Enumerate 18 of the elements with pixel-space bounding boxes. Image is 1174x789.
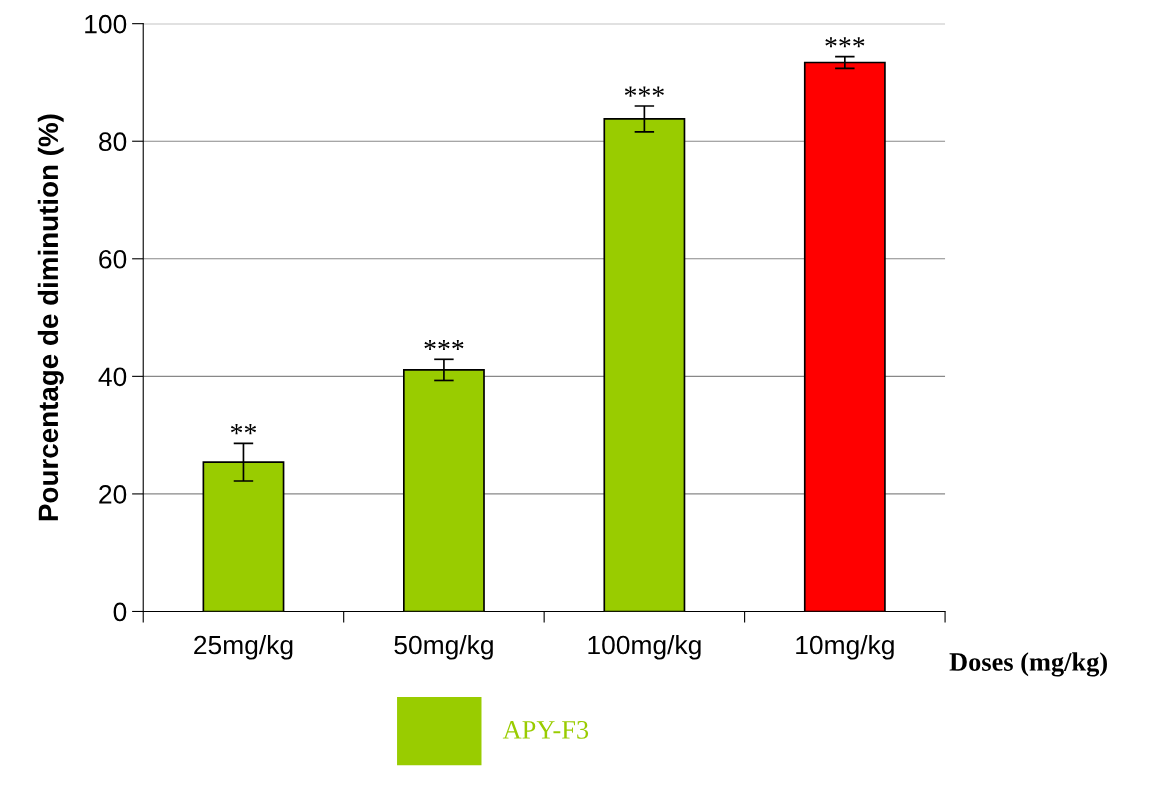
y-tick-label: 60 [99, 249, 127, 269]
annotation: *** [424, 339, 464, 351]
x-tick-label: 10mg/kg [796, 634, 894, 660]
y-axis-title: Pourcentage de diminution (%) [37, 114, 64, 521]
x-axis-title: Doses (mg/kg) [949, 652, 1107, 677]
y-tick-label: 100 [85, 14, 127, 34]
annotation: *** [825, 37, 865, 48]
x-tick-label: 100mg/kg [588, 634, 701, 660]
y-tick-label: 0 [113, 602, 127, 622]
y-tick-label: 40 [98, 367, 127, 387]
annotation: *** [624, 86, 664, 97]
x-tick-label: 50mg/kg [394, 634, 493, 660]
bar [803, 61, 886, 612]
y-tick-label: 20 [99, 485, 127, 504]
text: APY-F3 [502, 720, 589, 739]
x-tick-label: 25mg/kg [194, 634, 293, 660]
y-tick-label: 80 [99, 132, 127, 152]
annotation: ** [230, 423, 257, 435]
